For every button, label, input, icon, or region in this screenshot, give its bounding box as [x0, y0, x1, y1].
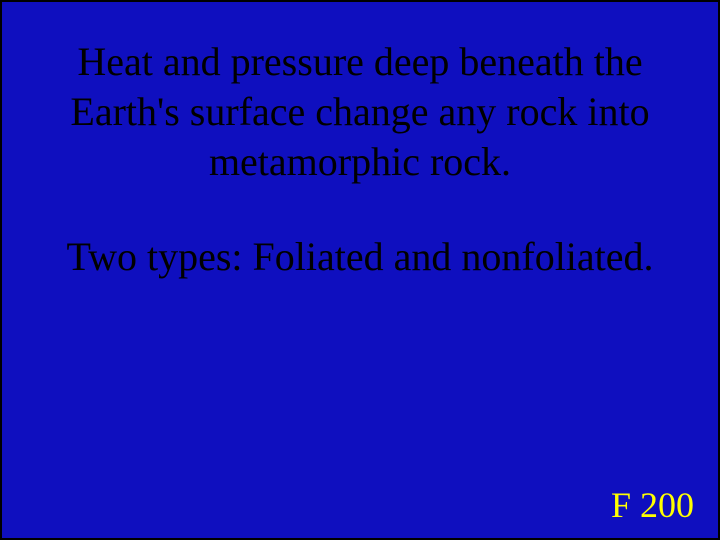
answer-text-primary: Heat and pressure deep beneath the Earth…: [62, 37, 658, 187]
jeopardy-slide: Heat and pressure deep beneath the Earth…: [0, 0, 720, 540]
category-value-label[interactable]: F 200: [611, 484, 694, 526]
answer-text-secondary: Two types: Foliated and nonfoliated.: [62, 232, 658, 282]
